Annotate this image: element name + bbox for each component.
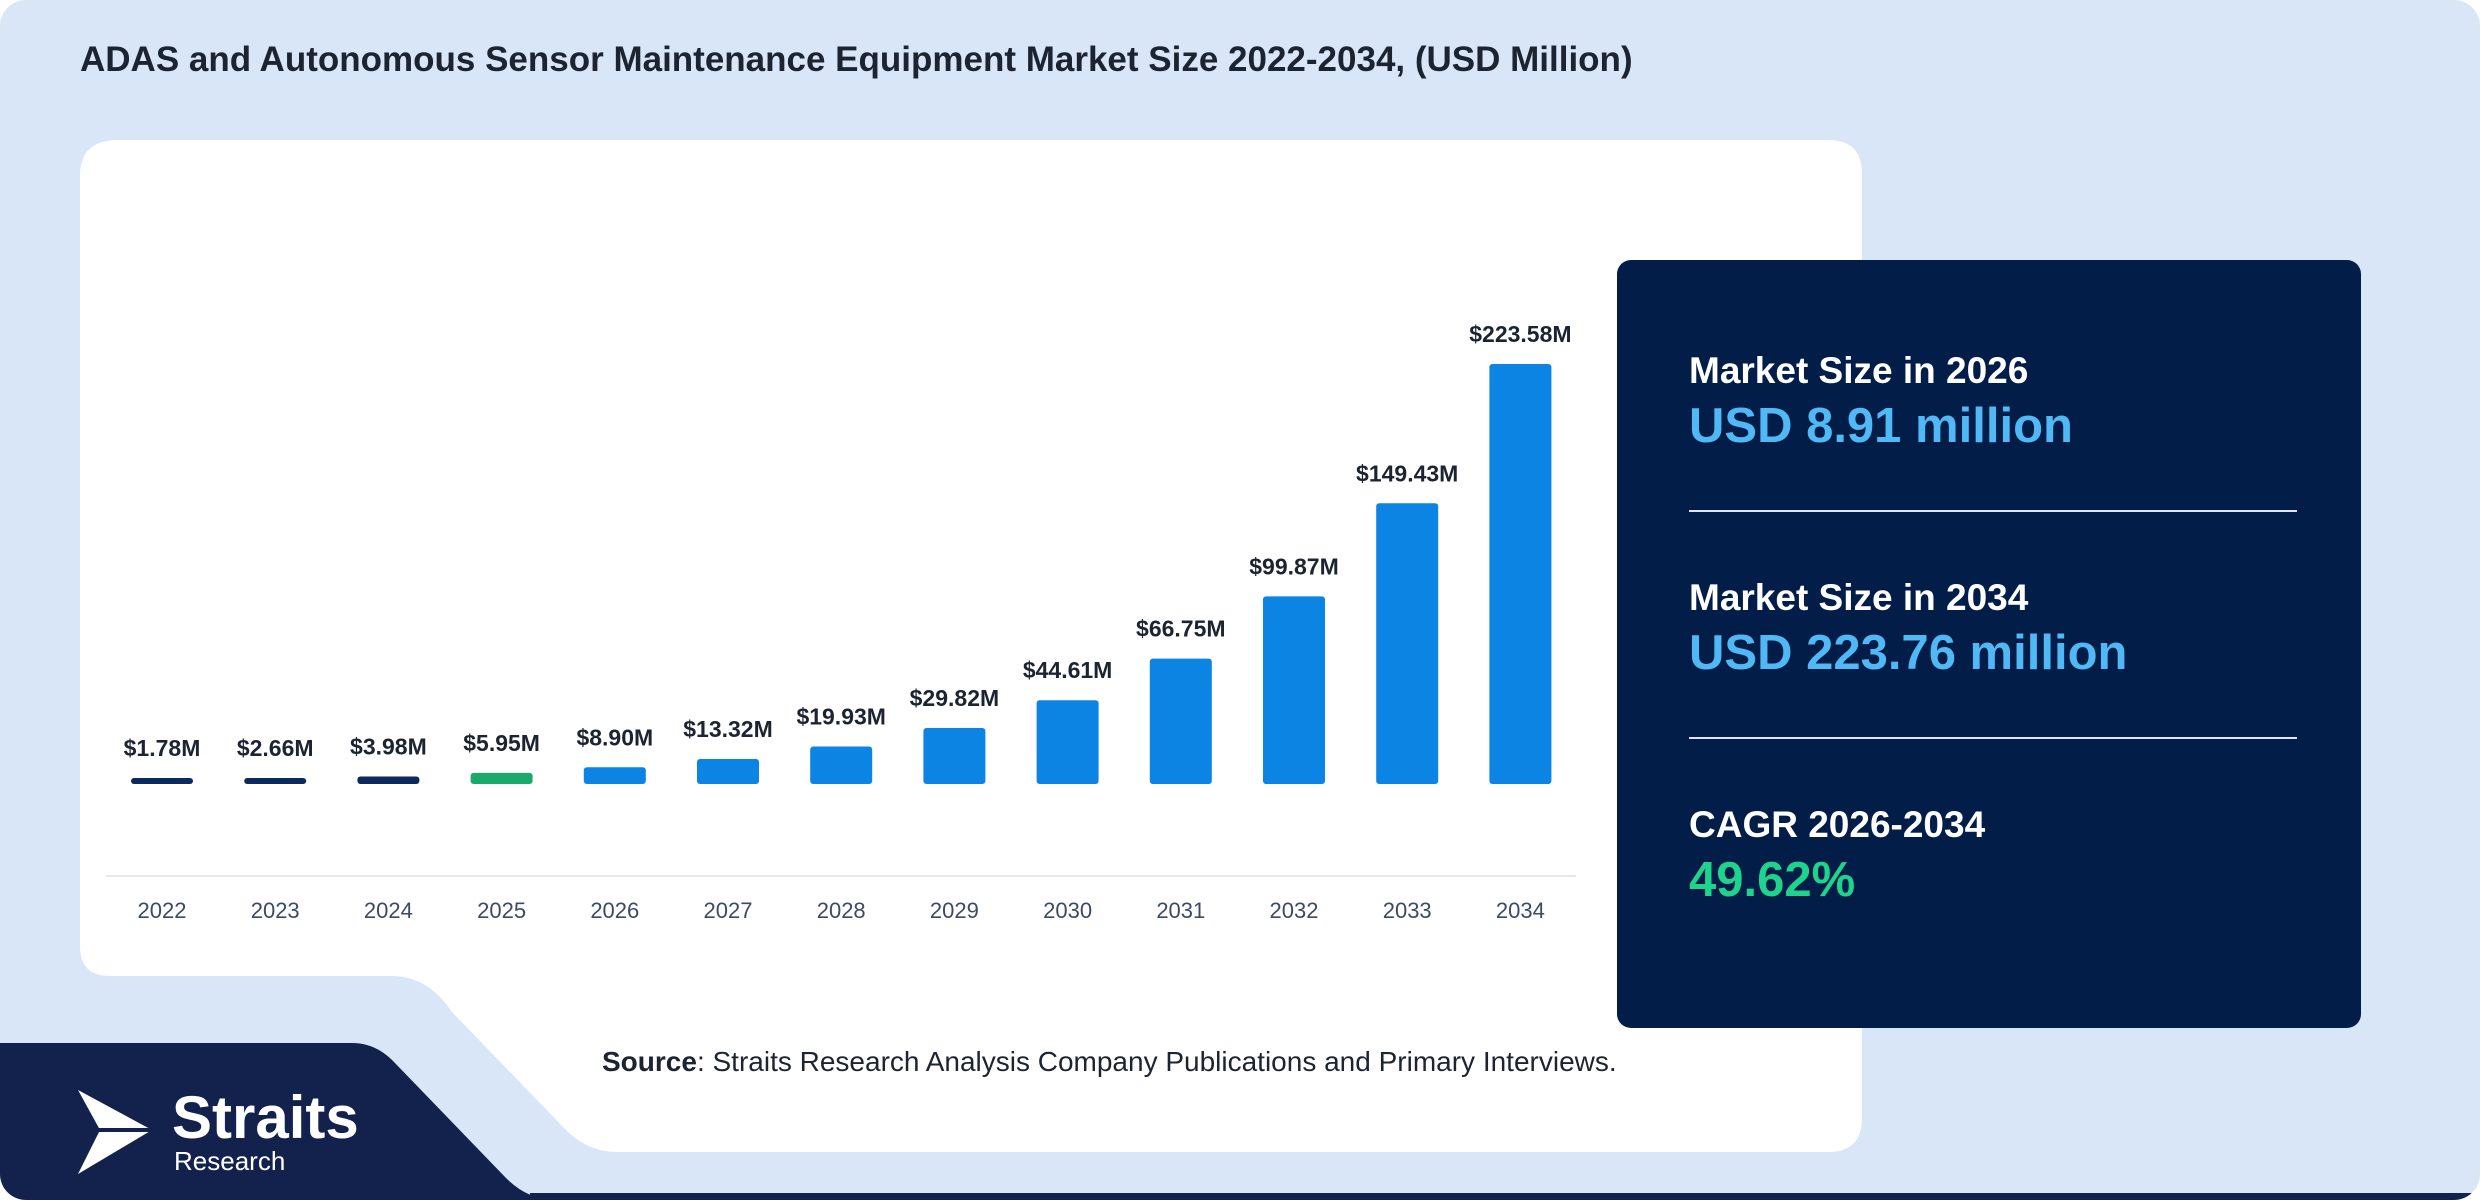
bar-2028 [810,746,873,784]
data-label-2024: $3.98M [350,734,427,760]
stat-2034-label: Market Size in 2034 [1689,577,2029,618]
footer-bottom-strip [530,1193,2480,1200]
bar-2030 [1036,700,1099,784]
x-tick-label-2026: 2026 [590,898,639,923]
x-tick-label-2031: 2031 [1156,898,1205,923]
stat-divider [1689,737,2297,739]
bar-2029 [923,727,986,784]
data-label-2022: $1.78M [124,735,201,761]
x-tick-label-2034: 2034 [1496,898,1545,923]
bar-2034 [1489,364,1552,784]
x-tick-label-2028: 2028 [817,898,866,923]
labels-group: $1.78M 2022 $2.66M 2023 $3.98M 2024 $5.95M 2025… [124,321,1572,923]
white-chart-card [80,140,1862,1152]
x-tick-label-2025: 2025 [477,898,526,923]
data-label-2033: $149.43M [1356,460,1458,486]
chart-title: ADAS and Autonomous Sensor Maintenance E… [80,40,1633,79]
logo-subtitle: Research [174,1146,286,1176]
bar-2026 [583,767,646,784]
stat-divider [1689,510,2297,512]
logo-arrow-icon [78,1090,152,1174]
logo-wordmark: Straits [172,1084,359,1151]
x-tick-label-2030: 2030 [1043,898,1092,923]
x-tick-label-2032: 2032 [1270,898,1319,923]
stat-2026-label: Market Size in 2026 [1689,350,2029,391]
x-tick-label-2027: 2027 [704,898,753,923]
source-label: Source [602,1046,697,1077]
data-label-2026: $8.90M [576,724,653,750]
key-stats-panel: Market Size in 2026 USD 8.91 million Mar… [1617,260,2361,1028]
source-note: Source: Straits Research Analysis Compan… [602,1046,1617,1078]
stat-2034-value: USD 223.76 million [1689,626,2128,680]
navy-footer-shape [0,1043,556,1200]
bar-2027 [697,758,759,784]
data-label-2029: $29.82M [910,685,1000,711]
x-tick-label-2023: 2023 [251,898,300,923]
x-tick-label-2029: 2029 [930,898,979,923]
bars-group [131,364,1552,784]
bar-2033 [1376,503,1439,784]
data-label-2028: $19.93M [796,704,886,730]
bar-2025 [470,772,533,784]
bar-chart: $1.78M 2022 $2.66M 2023 $3.98M 2024 $5.95M 2025… [106,321,1576,923]
data-label-2023: $2.66M [237,735,314,761]
stat-cagr-value: 49.62% [1689,853,1856,907]
x-tick-label-2024: 2024 [364,898,413,923]
data-label-2031: $66.75M [1136,616,1226,642]
stat-cagr-label: CAGR 2026-2034 [1689,804,1986,845]
bar-2031 [1149,658,1212,784]
data-label-2027: $13.32M [683,716,773,742]
bar-2032 [1263,596,1325,784]
x-tick-label-2033: 2033 [1383,898,1432,923]
data-label-2034: $223.58M [1469,321,1571,347]
data-label-2030: $44.61M [1023,657,1113,683]
source-text: : Straits Research Analysis Company Publ… [696,1046,1617,1077]
bar-2023 [244,778,307,784]
data-label-2032: $99.87M [1249,553,1339,579]
x-tick-label-2022: 2022 [138,898,187,923]
stat-2026-value: USD 8.91 million [1689,399,2073,453]
bar-2024 [357,776,420,784]
bar-2022 [131,778,193,784]
straits-research-logo: Straits Research [78,1086,398,1182]
data-label-2025: $5.95M [463,730,540,756]
